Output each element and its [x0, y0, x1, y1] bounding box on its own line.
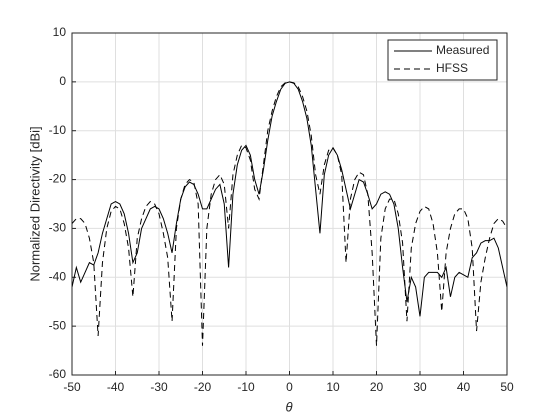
plot-frame — [71, 32, 508, 376]
line-series — [72, 81, 507, 317]
legend-box — [387, 39, 498, 81]
line-series — [72, 81, 507, 346]
y-tick-label: 0 — [59, 74, 66, 88]
x-tick-label: 30 — [413, 380, 427, 394]
y-tick-label: -20 — [49, 172, 67, 186]
x-tick-label: 50 — [500, 380, 514, 394]
x-tick-label: -10 — [237, 380, 255, 394]
y-tick-label: -30 — [49, 221, 67, 235]
x-tick-label: 10 — [326, 380, 340, 394]
x-tick-label: 20 — [370, 380, 384, 394]
y-tick-label: -10 — [49, 123, 67, 137]
x-axis-label: θ — [285, 399, 292, 414]
y-tick-label: -60 — [49, 367, 67, 381]
legend-label: Measured — [436, 43, 489, 57]
legend-label: HFSS — [436, 61, 468, 75]
plot-area — [72, 81, 507, 346]
x-tick-label: -40 — [107, 380, 125, 394]
x-tick-label: -50 — [63, 380, 81, 394]
y-tick-label: 10 — [53, 25, 67, 39]
x-tick-label: -30 — [150, 380, 168, 394]
y-tick-label: -40 — [49, 269, 67, 283]
y-axis-label: Normalized Directivity [dBi] — [27, 126, 42, 281]
x-tick-label: -20 — [194, 380, 212, 394]
y-tick-label: -50 — [49, 318, 67, 332]
x-tick-label: 0 — [286, 380, 293, 394]
x-tick-label: 40 — [457, 380, 471, 394]
